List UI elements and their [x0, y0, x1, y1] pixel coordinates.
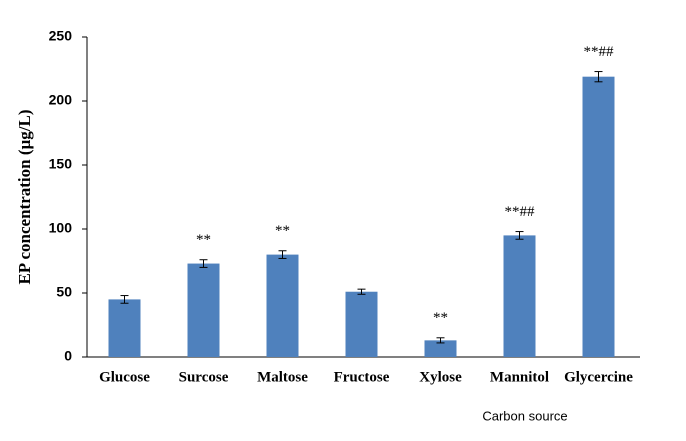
x-tick-label: Xylose	[419, 369, 462, 385]
x-tick-label: Surcose	[179, 369, 229, 385]
y-tick-label: 50	[56, 284, 72, 300]
error-bar	[436, 337, 445, 344]
y-tick-label: 250	[49, 28, 73, 44]
y-tick-label: 0	[64, 348, 72, 364]
bar	[266, 254, 299, 357]
annotation: **##	[505, 204, 536, 220]
x-axis-title: Carbon source	[482, 408, 567, 423]
y-tick-label: 100	[49, 220, 73, 236]
y-tick-label: 150	[49, 156, 73, 172]
annotation: **##	[584, 44, 615, 60]
error-bar	[120, 295, 129, 304]
x-tick-label: Fructose	[334, 369, 390, 385]
annotation: **	[433, 310, 448, 326]
error-bar	[594, 71, 603, 83]
x-tick-label: Glucose	[99, 369, 150, 385]
error-bar	[278, 250, 287, 259]
x-tick-label: Mannitol	[490, 369, 549, 385]
x-tick-label: Glycercine	[564, 369, 633, 385]
bar	[503, 235, 536, 357]
y-tick-label: 200	[49, 92, 73, 108]
bar	[187, 263, 220, 357]
y-axis-title: EP concentration (µg/L)	[15, 109, 34, 284]
bar	[424, 340, 457, 357]
error-bar	[357, 288, 366, 295]
x-tick-label: Maltose	[257, 369, 308, 385]
annotation: **	[196, 232, 211, 248]
bar	[345, 291, 378, 357]
bar	[582, 76, 615, 358]
bar	[108, 299, 141, 357]
error-bar	[515, 231, 524, 240]
annotation: **	[275, 223, 290, 239]
error-bar	[199, 259, 208, 268]
